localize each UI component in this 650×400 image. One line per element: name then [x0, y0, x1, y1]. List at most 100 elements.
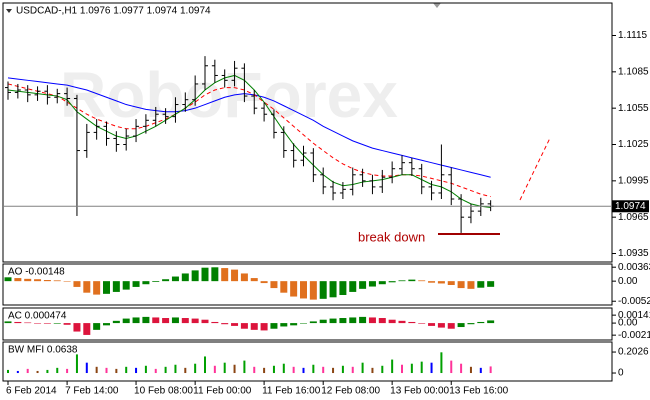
x-tick-label: 11 Feb 16:00: [262, 386, 321, 397]
panel-title: BW MFI 0.0638: [8, 345, 78, 356]
histogram-bar: [83, 281, 91, 293]
panel-frame: [2, 341, 613, 382]
y-tick-label: 1.1025: [618, 139, 649, 150]
mfi-bar: [36, 370, 39, 374]
histogram-bar: [73, 281, 81, 287]
mfi-bar: [174, 364, 177, 374]
histogram-bar: [191, 270, 199, 282]
histogram-bar: [73, 323, 81, 332]
x-tick-label: 6 Feb 2014: [6, 386, 57, 397]
histogram-bar: [191, 318, 199, 324]
mfi-bar: [184, 367, 187, 374]
histogram-bar: [14, 278, 22, 282]
mfi-bar: [115, 368, 118, 374]
histogram-bar: [240, 323, 248, 329]
histogram-bar: [4, 321, 12, 324]
mfi-bar: [332, 367, 335, 374]
histogram-bar: [53, 280, 61, 282]
y-tick-label: 1.0965: [618, 212, 649, 223]
histogram-bar: [132, 317, 140, 324]
histogram-bar: [162, 279, 170, 282]
histogram-bar: [231, 269, 239, 282]
histogram-bar: [24, 278, 32, 282]
histogram-bar: [418, 323, 426, 324]
histogram-bar: [388, 281, 396, 283]
histogram-bar: [181, 273, 189, 282]
histogram-bar: [221, 268, 229, 282]
histogram-bar: [339, 318, 347, 324]
histogram-bar: [487, 281, 495, 287]
histogram-bar: [231, 323, 239, 326]
histogram-bar: [378, 318, 386, 324]
histogram-bar: [368, 281, 376, 287]
y-tick-label: 1.1085: [618, 66, 649, 77]
histogram-bar: [309, 281, 317, 300]
histogram-bar: [428, 323, 436, 326]
x-tick-label: 13 Feb 00:00: [390, 386, 449, 397]
histogram-bar: [349, 281, 357, 292]
histogram-bar: [250, 323, 258, 330]
indicator-line: [7, 77, 491, 178]
indicator-line: [7, 74, 491, 208]
histogram-bar: [319, 319, 327, 324]
mfi-bar: [381, 365, 384, 374]
mfi-bar: [361, 362, 364, 374]
histogram-bar: [24, 322, 32, 324]
histogram-bar: [408, 321, 416, 324]
histogram-bar: [181, 318, 189, 324]
histogram-bar: [112, 281, 120, 292]
histogram-bar: [142, 316, 150, 324]
mfi-bar: [164, 366, 167, 374]
mfi-bar: [341, 365, 344, 374]
mfi-bar: [351, 366, 354, 374]
histogram-bar: [290, 281, 298, 297]
mfi-bar: [194, 363, 197, 374]
histogram-bar: [359, 316, 367, 324]
mfi-bar: [401, 364, 403, 374]
x-tick-label: 12 Feb 08:00: [321, 386, 380, 397]
mfi-bar: [469, 366, 472, 374]
histogram-bar: [250, 278, 258, 282]
histogram-bar: [112, 320, 120, 324]
histogram-bar: [152, 281, 160, 282]
histogram-bar: [457, 323, 465, 328]
mfi-bar: [322, 366, 325, 374]
mfi-bar: [371, 367, 374, 374]
histogram-bar: [93, 281, 101, 295]
histogram-bar: [329, 281, 337, 298]
mfi-bar: [410, 363, 413, 374]
histogram-bar: [388, 319, 396, 324]
mfi-bar: [430, 362, 433, 374]
price-box: [612, 200, 649, 213]
histogram-bar: [368, 317, 376, 324]
histogram-bar: [240, 273, 248, 282]
panel-frame: [2, 2, 613, 263]
histogram-bar: [211, 321, 219, 324]
panel-title: AC 0.000474: [8, 311, 67, 322]
mfi-bar: [479, 367, 482, 374]
histogram-bar: [43, 280, 51, 282]
y-tick-label: 1.0935: [618, 248, 649, 259]
histogram-bar: [34, 279, 42, 282]
histogram-bar: [142, 281, 150, 285]
histogram-bar: [477, 321, 485, 324]
mfi-bar: [272, 365, 275, 374]
mfi-bar: [391, 359, 394, 374]
histogram-bar: [349, 317, 357, 324]
histogram-bar: [152, 317, 160, 324]
histogram-bar: [467, 323, 475, 325]
histogram-bar: [43, 323, 51, 324]
histogram-bar: [467, 281, 475, 289]
y-tick-label: 0.00141: [618, 310, 650, 321]
x-tick-label: 7 Feb 14:00: [65, 386, 119, 397]
histogram-bar: [63, 323, 71, 325]
mfi-bar: [85, 362, 88, 374]
mfi-bar: [204, 356, 206, 374]
histogram-bar: [93, 323, 101, 330]
mfi-bar: [56, 367, 59, 374]
histogram-bar: [280, 281, 288, 293]
x-tick-label: 10 Feb 08:00: [134, 386, 193, 397]
histogram-bar: [418, 280, 426, 282]
histogram-bar: [280, 323, 288, 327]
